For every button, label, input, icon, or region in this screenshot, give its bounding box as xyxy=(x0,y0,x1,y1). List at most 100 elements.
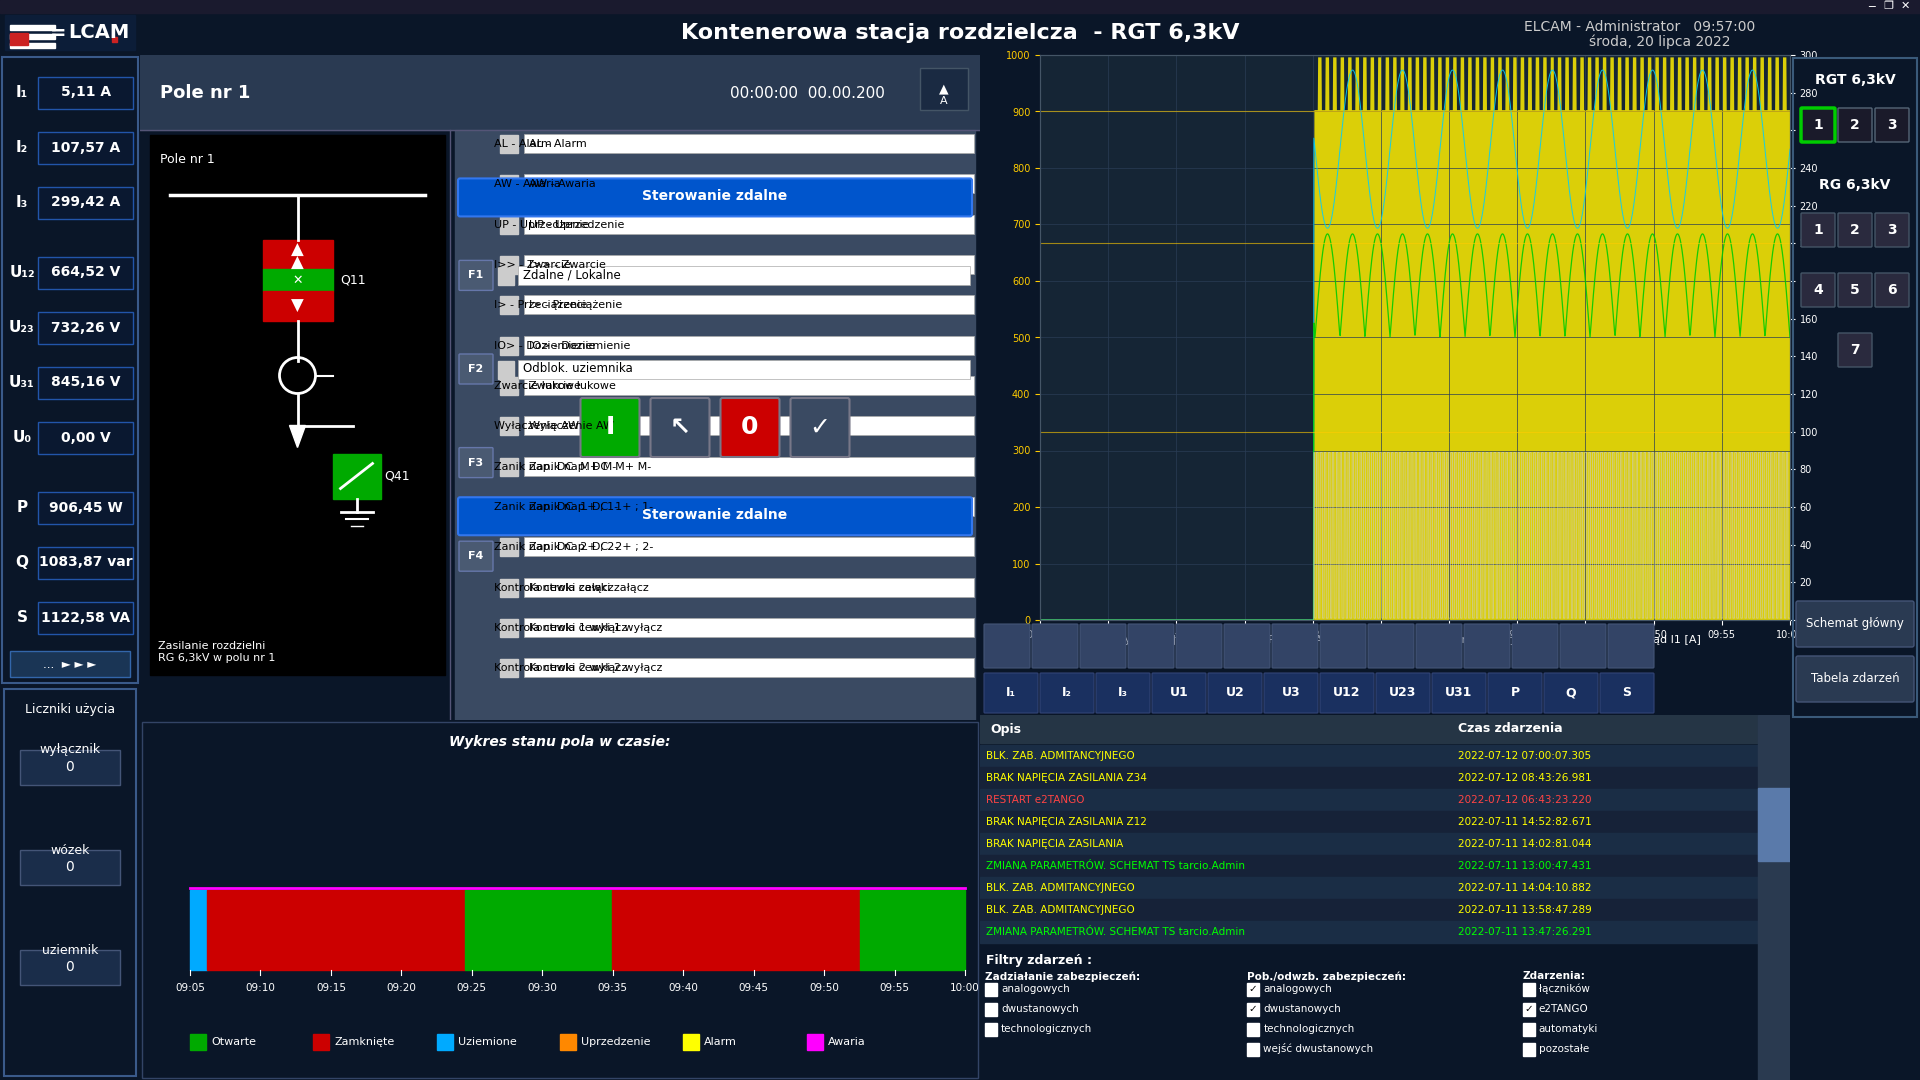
Bar xyxy=(465,660,484,677)
Bar xyxy=(150,135,445,675)
Bar xyxy=(524,538,973,556)
Text: 1: 1 xyxy=(1812,118,1822,132)
Bar xyxy=(465,498,484,516)
Bar xyxy=(524,376,973,395)
FancyBboxPatch shape xyxy=(1837,273,1872,307)
Text: ▼: ▼ xyxy=(292,297,303,315)
Text: 299,42 A: 299,42 A xyxy=(52,195,121,210)
Text: ✓: ✓ xyxy=(1248,984,1258,994)
Text: Kontrola cewki załącz: Kontrola cewki załącz xyxy=(493,583,614,593)
Text: UP - Uprzedzenie: UP - Uprzedzenie xyxy=(493,219,589,230)
Text: 09:15: 09:15 xyxy=(317,983,346,993)
Text: Zdalne / Lokalne: Zdalne / Lokalne xyxy=(522,269,620,282)
Bar xyxy=(499,660,518,677)
Text: 09:50: 09:50 xyxy=(808,983,839,993)
Text: Prąd I1 [A]: Prąd I1 [A] xyxy=(1642,635,1701,645)
Text: Zadziałanie zabezpieczeń:: Zadziałanie zabezpieczeń: xyxy=(985,971,1140,982)
Text: I> - Przeciążenie: I> - Przeciążenie xyxy=(493,300,588,310)
Bar xyxy=(806,1034,822,1050)
Bar xyxy=(10,33,56,39)
Text: 0: 0 xyxy=(65,760,75,774)
Bar xyxy=(561,1034,576,1050)
Text: AW - Awaria: AW - Awaria xyxy=(493,179,561,189)
Bar xyxy=(10,33,29,45)
Bar xyxy=(38,546,132,579)
FancyBboxPatch shape xyxy=(720,399,780,457)
Text: Mocy czynna [W]: Mocy czynna [W] xyxy=(1079,635,1175,645)
Text: łączników: łączników xyxy=(1538,984,1590,995)
Bar xyxy=(1757,715,1789,1080)
Text: I₁: I₁ xyxy=(1006,687,1016,700)
Text: 2: 2 xyxy=(1851,222,1860,237)
Text: U12: U12 xyxy=(1332,687,1361,700)
Text: ✓: ✓ xyxy=(1248,1004,1258,1014)
Text: 00:00:00  00.00.200: 00:00:00 00.00.200 xyxy=(730,85,885,100)
Text: Zanik nap. DC  2+ ; 2-: Zanik nap. DC 2+ ; 2- xyxy=(493,542,618,553)
Bar xyxy=(499,256,518,274)
Text: 0: 0 xyxy=(65,960,75,974)
FancyBboxPatch shape xyxy=(1417,624,1461,669)
Bar xyxy=(499,296,518,314)
Text: U2: U2 xyxy=(1225,687,1244,700)
Text: P: P xyxy=(1511,687,1519,700)
Bar xyxy=(524,659,973,677)
Bar xyxy=(524,295,973,314)
Text: I: I xyxy=(605,416,614,440)
Bar xyxy=(1248,1003,1260,1016)
Text: U₃₁: U₃₁ xyxy=(10,375,35,390)
FancyBboxPatch shape xyxy=(1263,673,1317,713)
Text: ELCAM - Administrator   09:57:00: ELCAM - Administrator 09:57:00 xyxy=(1524,21,1755,33)
Bar xyxy=(499,539,518,556)
FancyBboxPatch shape xyxy=(459,178,972,216)
Bar xyxy=(465,256,484,274)
Bar xyxy=(465,377,484,395)
Bar xyxy=(463,417,972,436)
Bar xyxy=(465,539,484,556)
Bar xyxy=(524,134,973,153)
Text: Zanik nap. DC  1+ ; 1-: Zanik nap. DC 1+ ; 1- xyxy=(530,502,653,512)
Text: pozostałe: pozostałe xyxy=(1538,1044,1590,1054)
Text: Odblok. uziemnika: Odblok. uziemnika xyxy=(522,363,634,376)
Bar xyxy=(490,457,972,476)
Text: F4: F4 xyxy=(468,551,484,562)
Bar xyxy=(524,174,973,193)
Text: U₂₃: U₂₃ xyxy=(10,320,35,335)
Text: I>> - Zwarcie: I>> - Zwarcie xyxy=(530,260,607,270)
Bar xyxy=(979,877,1757,899)
Bar xyxy=(490,618,972,637)
Text: 09:20: 09:20 xyxy=(386,983,417,993)
Bar xyxy=(207,890,465,970)
Bar xyxy=(38,187,132,218)
Text: U1: U1 xyxy=(1169,687,1188,700)
Bar xyxy=(1248,983,1260,996)
Bar xyxy=(313,1034,330,1050)
Text: 2022-07-11 14:04:10.882: 2022-07-11 14:04:10.882 xyxy=(1457,883,1592,893)
Bar xyxy=(499,498,518,516)
Text: Pob./odwzb. zabezpieczeń:: Pob./odwzb. zabezpieczeń: xyxy=(1248,971,1405,982)
Polygon shape xyxy=(290,426,305,447)
Text: 5,11 A: 5,11 A xyxy=(61,85,111,99)
FancyBboxPatch shape xyxy=(1876,108,1908,141)
Text: technologicznych: technologicznych xyxy=(1263,1024,1354,1034)
Text: Uprzedzenie: Uprzedzenie xyxy=(582,1037,651,1047)
Bar xyxy=(524,457,973,476)
Bar xyxy=(490,659,972,677)
Text: 2022-07-12 08:43:26.981: 2022-07-12 08:43:26.981 xyxy=(1457,773,1592,783)
Bar xyxy=(490,174,972,193)
Text: Czas zdarzenia: Czas zdarzenia xyxy=(1457,723,1563,735)
FancyBboxPatch shape xyxy=(1367,624,1413,669)
Bar xyxy=(979,833,1757,855)
Text: BRAK NAPIĘCIA ZASILANIA Z12: BRAK NAPIĘCIA ZASILANIA Z12 xyxy=(987,816,1146,827)
Bar xyxy=(10,43,56,48)
Bar xyxy=(1523,983,1534,996)
Bar xyxy=(38,77,132,108)
Text: 906,45 W: 906,45 W xyxy=(50,500,123,514)
Text: BLK. ZAB. ADMITANCYJNEGO: BLK. ZAB. ADMITANCYJNEGO xyxy=(987,905,1135,915)
Bar xyxy=(979,789,1757,811)
Bar xyxy=(979,811,1757,833)
Text: =: = xyxy=(50,24,67,42)
Bar xyxy=(463,215,972,234)
Bar xyxy=(979,715,1450,743)
Bar xyxy=(499,619,518,637)
Text: IO> - Doziemienie: IO> - Doziemienie xyxy=(493,340,595,351)
